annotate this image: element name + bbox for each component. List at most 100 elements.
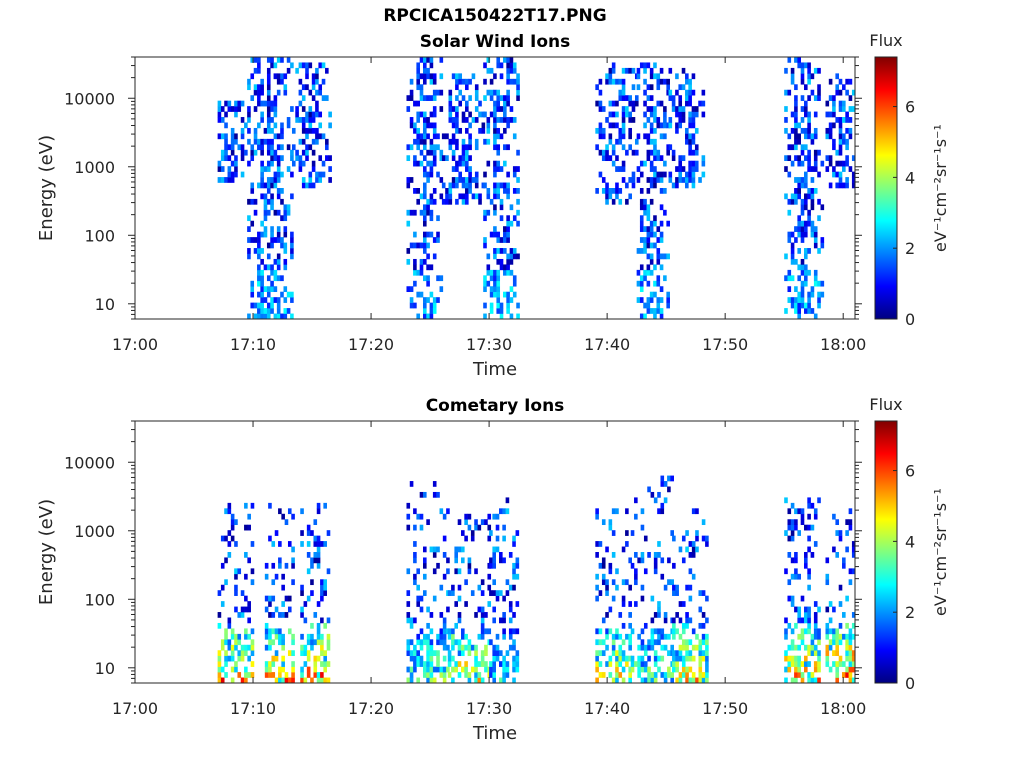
flux-cell xyxy=(423,237,427,243)
flux-cell xyxy=(224,579,228,586)
flux-cell xyxy=(461,198,466,205)
flux-cell xyxy=(455,198,459,205)
flux-cell xyxy=(838,127,843,134)
flux-cell xyxy=(688,677,693,684)
flux-cell xyxy=(618,127,623,134)
flux-cell xyxy=(601,177,606,183)
flux-cell xyxy=(813,269,818,276)
flux-cell xyxy=(653,177,657,183)
flux-cell xyxy=(442,513,447,520)
flux-cell xyxy=(848,661,853,667)
flux-cell xyxy=(266,84,271,91)
flux-cell xyxy=(611,579,616,586)
flux-cell xyxy=(646,133,651,140)
flux-cell xyxy=(842,138,846,145)
flux-cell xyxy=(663,677,668,684)
flux-cell xyxy=(280,73,284,80)
flux-cell xyxy=(318,111,323,118)
flux-cell xyxy=(794,666,798,673)
flux-cell xyxy=(618,198,623,205)
flux-cell xyxy=(320,617,324,624)
flux-cell xyxy=(691,122,696,129)
flux-cell xyxy=(291,160,296,167)
flux-cell xyxy=(480,606,485,613)
flux-cell xyxy=(516,166,520,172)
flux-cell xyxy=(290,291,294,298)
flux-cell xyxy=(678,117,683,123)
flux-cell xyxy=(675,89,679,96)
flux-cell xyxy=(423,133,427,140)
flux-cell xyxy=(486,280,491,287)
flux-cell xyxy=(244,672,248,678)
flux-cell xyxy=(442,672,447,678)
flux-cell xyxy=(631,67,636,74)
flux-cell xyxy=(685,677,689,684)
flux-cell xyxy=(273,155,278,162)
flux-cell xyxy=(639,313,644,320)
flux-cell xyxy=(825,644,830,651)
flux-cell xyxy=(787,171,792,178)
flux-cell xyxy=(474,84,479,91)
flux-cell xyxy=(825,622,830,629)
flux-cell xyxy=(639,62,644,69)
flux-cell xyxy=(506,297,510,303)
flux-cell xyxy=(286,117,291,123)
flux-cell xyxy=(794,57,798,63)
flux-cell xyxy=(515,628,520,635)
flux-cell xyxy=(451,639,455,646)
flux-cell xyxy=(432,95,437,101)
flux-cell xyxy=(516,302,520,309)
flux-cell xyxy=(278,557,282,564)
flux-cell xyxy=(639,248,644,254)
flux-cell xyxy=(447,672,452,678)
flux-cell xyxy=(413,264,417,271)
flux-cell xyxy=(316,628,321,635)
flux-cell xyxy=(451,133,456,140)
flux-cell xyxy=(506,57,510,63)
flux-cell xyxy=(448,182,453,189)
flux-cell xyxy=(695,535,699,542)
flux-cell xyxy=(413,552,417,558)
flux-cell xyxy=(416,67,420,74)
flux-cell xyxy=(605,155,609,162)
flux-cell xyxy=(318,133,323,140)
flux-cell xyxy=(474,106,479,112)
flux-cell xyxy=(621,579,626,586)
flux-cell xyxy=(631,106,636,112)
flux-cell xyxy=(409,672,414,678)
flux-cell xyxy=(646,106,651,112)
x-tick-label: 17:30 xyxy=(466,699,512,718)
flux-cell xyxy=(701,633,706,640)
flux-cell xyxy=(308,122,313,129)
flux-cell xyxy=(284,595,289,602)
flux-cell xyxy=(234,584,238,591)
flux-cell xyxy=(250,541,255,547)
flux-cell xyxy=(784,633,788,640)
flux-cell xyxy=(671,106,676,112)
flux-cell xyxy=(306,530,311,536)
flux-cell xyxy=(631,177,636,183)
flux-cell xyxy=(618,188,623,194)
flux-cell xyxy=(667,486,671,493)
flux-cell xyxy=(691,628,696,635)
flux-cell xyxy=(810,231,815,238)
flux-cell xyxy=(230,144,235,151)
flux-cell xyxy=(820,160,825,167)
flux-cell xyxy=(845,639,849,646)
flux-cell xyxy=(426,95,430,101)
y-tick-label: 10 xyxy=(95,659,115,678)
flux-cell xyxy=(316,639,321,646)
flux-cell xyxy=(287,606,292,613)
flux-cell xyxy=(810,644,815,651)
flux-cell xyxy=(790,193,795,200)
flux-cell xyxy=(595,650,599,657)
flux-cell xyxy=(656,248,661,254)
flux-cell xyxy=(489,557,493,564)
flux-cell xyxy=(813,127,818,134)
flux-cell xyxy=(845,177,849,183)
flux-cell xyxy=(653,242,657,249)
flux-cell xyxy=(608,133,613,140)
flux-cell xyxy=(220,677,225,684)
flux-cell xyxy=(506,122,510,129)
flux-cell xyxy=(820,280,825,287)
